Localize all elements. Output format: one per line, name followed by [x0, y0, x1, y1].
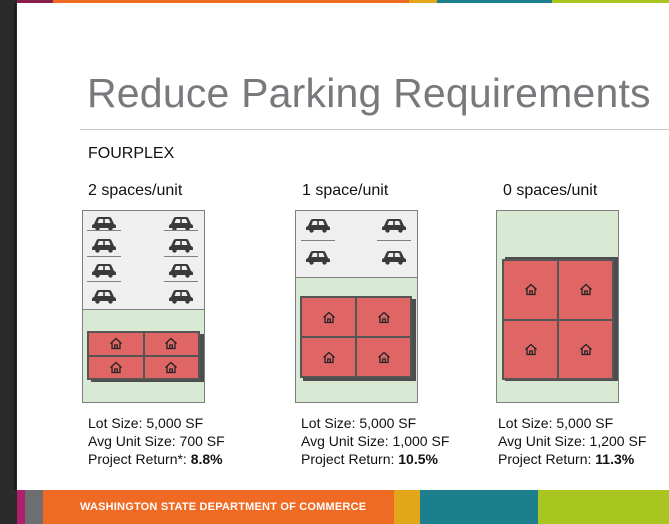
house-icon — [524, 343, 538, 356]
subtitle: FOURPLEX — [88, 145, 175, 162]
house-icon — [377, 351, 391, 364]
top-color-strip — [0, 0, 669, 3]
car-icon — [168, 262, 194, 278]
page-title: Reduce Parking Requirements — [87, 70, 651, 116]
house-icon — [377, 311, 391, 324]
parking-stall-line — [164, 230, 198, 231]
avg-unit-size-label: Avg Unit Size: 1,200 SF — [498, 433, 647, 449]
car-icon — [168, 237, 194, 253]
house-icon — [164, 337, 178, 350]
dwelling-unit — [88, 332, 144, 356]
dwelling-unit — [356, 297, 411, 337]
footer-org-name: WASHINGTON STATE DEPARTMENT OF COMMERCE — [80, 501, 367, 513]
dwelling-unit — [356, 337, 411, 377]
fourplex-building-1-space — [300, 296, 412, 378]
car-icon — [168, 288, 194, 304]
car-icon — [305, 249, 331, 265]
dwelling-unit — [558, 319, 613, 379]
house-icon — [579, 343, 593, 356]
house-icon — [164, 361, 178, 374]
dwelling-unit — [143, 355, 199, 379]
project-return-value: 10.5% — [398, 451, 438, 467]
fourplex-building-2-spaces — [87, 331, 200, 380]
car-icon — [381, 217, 407, 233]
car-icon — [305, 217, 331, 233]
dwelling-unit — [88, 355, 144, 379]
parking-stall-line — [87, 281, 121, 282]
window-left-border — [14, 0, 16, 524]
avg-unit-size-label: Avg Unit Size: 1,000 SF — [301, 433, 450, 449]
stats-1-space: Lot Size: 5,000 SF Avg Unit Size: 1,000 … — [301, 414, 449, 468]
column-heading-1-space: 1 space/unit — [302, 182, 389, 199]
dwelling-unit — [143, 332, 199, 356]
parking-stall-line — [164, 281, 198, 282]
project-return-line: Project Return*: 8.8% — [88, 450, 225, 468]
project-return-label: Project Return*: — [88, 451, 187, 467]
column-heading-0-spaces: 0 spaces/unit — [503, 182, 598, 199]
dwelling-unit — [503, 260, 558, 320]
footer-bar — [0, 490, 669, 524]
lot-size-label: Lot Size: 5,000 SF — [498, 415, 614, 431]
parking-stall-line — [301, 240, 335, 241]
parking-stall-line — [87, 230, 121, 231]
lot-size-label: Lot Size: 5,000 SF — [88, 415, 204, 431]
house-icon — [322, 311, 336, 324]
column-heading-2-spaces: 2 spaces/unit — [88, 182, 183, 199]
window-left-edge — [0, 0, 17, 524]
project-return-line: Project Return: 10.5% — [301, 450, 449, 468]
car-icon — [91, 288, 117, 304]
car-icon — [381, 249, 407, 265]
house-icon — [579, 283, 593, 296]
lot-size-label: Lot Size: 5,000 SF — [301, 415, 417, 431]
house-icon — [524, 283, 538, 296]
house-icon — [109, 337, 123, 350]
fourplex-building-0-spaces — [502, 259, 614, 380]
project-return-label: Project Return: — [301, 451, 395, 467]
dwelling-unit — [503, 319, 558, 379]
stats-0-spaces: Lot Size: 5,000 SF Avg Unit Size: 1,200 … — [498, 414, 646, 468]
dwelling-unit — [301, 337, 356, 377]
title-divider — [80, 129, 669, 130]
house-icon — [109, 361, 123, 374]
car-icon — [168, 215, 194, 231]
parking-stall-line — [377, 240, 411, 241]
stats-2-spaces: Lot Size: 5,000 SF Avg Unit Size: 700 SF… — [88, 414, 225, 468]
project-return-value: 8.8% — [190, 451, 223, 467]
car-icon — [91, 262, 117, 278]
parking-stall-line — [164, 256, 198, 257]
avg-unit-size-label: Avg Unit Size: 700 SF — [88, 433, 225, 449]
parking-stall-line — [87, 256, 121, 257]
project-return-label: Project Return: — [498, 451, 592, 467]
project-return-value: 11.3% — [595, 451, 635, 467]
house-icon — [322, 351, 336, 364]
dwelling-unit — [301, 297, 356, 337]
dwelling-unit — [558, 260, 613, 320]
car-icon — [91, 215, 117, 231]
car-icon — [91, 237, 117, 253]
project-return-line: Project Return: 11.3% — [498, 450, 646, 468]
